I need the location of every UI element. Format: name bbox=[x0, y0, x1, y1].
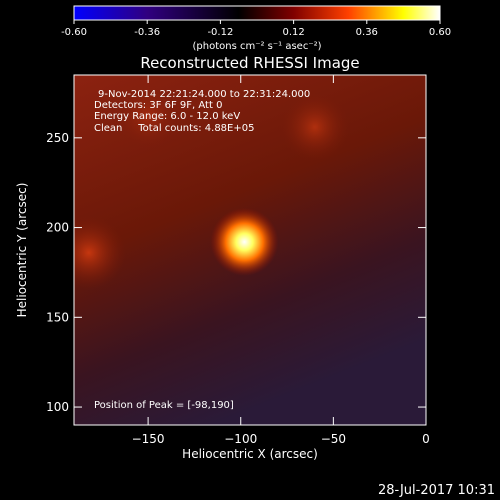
secondary-source bbox=[74, 215, 126, 290]
y-tick-label: 100 bbox=[46, 400, 69, 414]
y-tick-label: 200 bbox=[46, 221, 69, 235]
colorbar-tick-label: -0.12 bbox=[207, 27, 233, 38]
secondary-source bbox=[115, 83, 181, 149]
annotation-clean: Clean Total counts: 4.88E+05 bbox=[94, 123, 254, 134]
plot-frame bbox=[73, 74, 427, 426]
colorbar-tick-label: 0.12 bbox=[282, 27, 304, 38]
x-tick-label: −150 bbox=[132, 432, 165, 446]
colorbar-unit-label: (photons cm⁻² s⁻¹ asec⁻²) bbox=[192, 41, 321, 52]
annotation-time: 9-Nov-2014 22:21:24.000 to 22:31:24.000 bbox=[98, 89, 310, 100]
colorbar-ticks: -0.60 -0.36 -0.12 0.12 0.36 0.60 bbox=[61, 20, 451, 38]
colorbar-tick-label: 0.36 bbox=[356, 27, 378, 38]
x-axis-label: Heliocentric X (arcsec) bbox=[182, 447, 318, 461]
y-tick-label: 150 bbox=[46, 310, 69, 324]
peak-source bbox=[210, 207, 279, 276]
axis-ticks: −150 −100 −50 0 100 150 200 250 bbox=[46, 75, 430, 446]
y-axis-label: Heliocentric Y (arcsec) bbox=[15, 183, 29, 318]
colorbar-tick-label: -0.60 bbox=[61, 27, 87, 38]
colorbar-tick-label: 0.60 bbox=[429, 27, 451, 38]
secondary-source bbox=[280, 92, 350, 162]
annotation-energy: Energy Range: 6.0 - 12.0 keV bbox=[94, 111, 240, 122]
peak-position-label: Position of Peak = [-98,190] bbox=[94, 400, 234, 411]
x-tick-label: 0 bbox=[422, 432, 430, 446]
chart-title: Reconstructed RHESSI Image bbox=[140, 54, 359, 72]
colorbar-tick-label: -0.36 bbox=[134, 27, 160, 38]
annotation-detectors: Detectors: 3F 6F 9F, Att 0 bbox=[94, 100, 222, 111]
y-tick-label: 250 bbox=[46, 131, 69, 145]
colorbar bbox=[73, 5, 441, 21]
footer-timestamp: 28-Jul-2017 10:31 bbox=[378, 483, 495, 498]
x-tick-label: −100 bbox=[224, 432, 257, 446]
x-tick-label: −50 bbox=[321, 432, 346, 446]
heatmap-image bbox=[74, 75, 426, 425]
